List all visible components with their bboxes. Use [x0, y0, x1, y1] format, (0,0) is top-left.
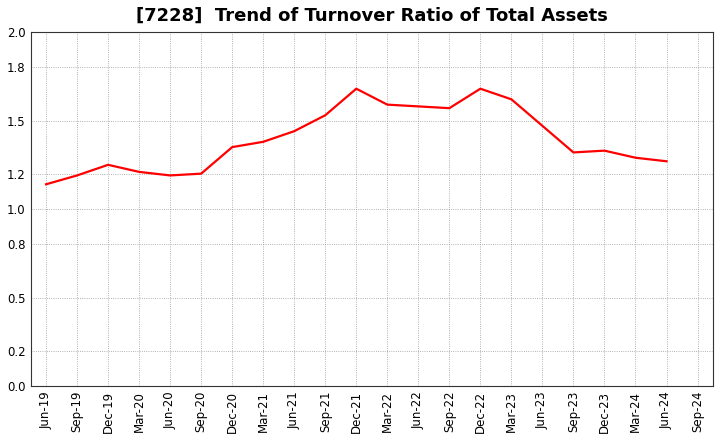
Title: [7228]  Trend of Turnover Ratio of Total Assets: [7228] Trend of Turnover Ratio of Total …: [136, 7, 608, 25]
